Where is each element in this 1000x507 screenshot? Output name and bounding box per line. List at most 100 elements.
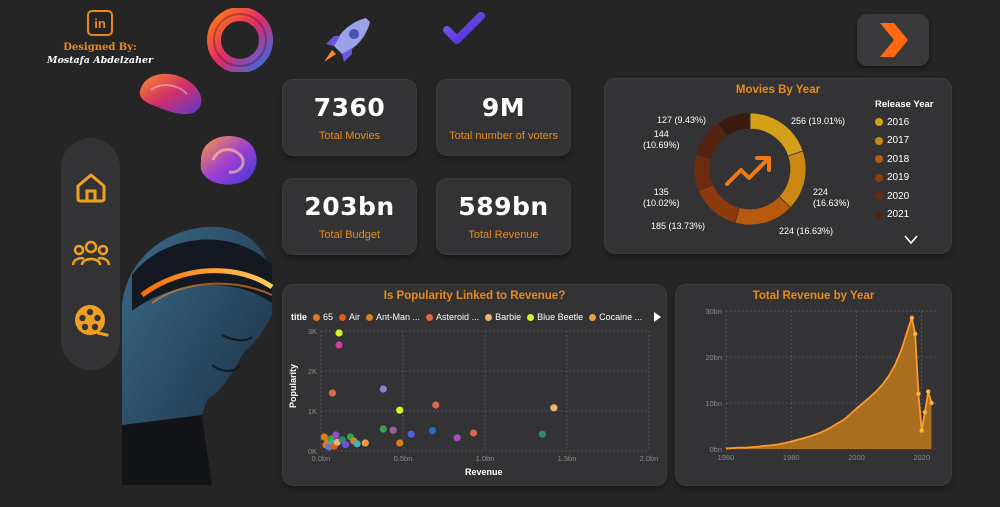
kpi-total-budget: 203bn Total Budget (283, 179, 416, 254)
donut-slice-2018[interactable] (734, 195, 792, 226)
scatter-point[interactable] (469, 429, 478, 437)
donut-slice-2019[interactable] (697, 184, 740, 224)
kpi-value: 9M (481, 93, 526, 122)
slice-label-2018: 224 (16.63%) (779, 226, 834, 236)
scatter-point[interactable] (453, 434, 461, 442)
legend-item[interactable]: Asteroid ... (426, 312, 479, 322)
x-tick-label: 2.0bn (640, 454, 659, 463)
designer-name: Mostafa Abdelzaher (46, 55, 154, 66)
scatter-point[interactable] (389, 426, 397, 434)
revenue-point[interactable] (926, 389, 931, 394)
nav-users-button[interactable] (71, 234, 111, 274)
legend-item-2020[interactable]: 2020 (875, 187, 933, 206)
nav-movies-button[interactable] (71, 301, 111, 341)
movies-by-year-card: Movies By Year 256 (19.01%) 224 (16.63%)… (605, 79, 951, 253)
vr-headset-person-image (122, 226, 274, 485)
rocket-icon (324, 18, 370, 62)
legend-item-2021[interactable]: 2021 (875, 206, 933, 225)
scatter-point[interactable] (342, 441, 350, 449)
film-reel-icon (74, 304, 108, 337)
chart-title: Is Popularity Linked to Revenue? (383, 290, 566, 302)
x-tick-label: 0.0bn (312, 454, 331, 463)
scatter-point[interactable] (428, 427, 437, 435)
revenue-point[interactable] (919, 428, 924, 433)
donut-chart (693, 112, 807, 226)
donut-slice-2017[interactable] (778, 150, 807, 209)
kpi-label: Total Revenue (468, 229, 539, 241)
popularity-revenue-card: Is Popularity Linked to Revenue? title 6… (283, 285, 666, 485)
scatter-point[interactable] (335, 341, 343, 349)
donut-slice-other[interactable] (717, 112, 751, 137)
legend-item[interactable]: Cocaine ... (589, 312, 642, 322)
revenue-point[interactable] (909, 315, 915, 321)
area-chart: 0bn 10bn 20bn 30bn 1960 1980 2000 2020 (705, 307, 938, 462)
y-tick-label: 20bn (705, 353, 722, 362)
legend-item[interactable]: Blue Beetle (527, 312, 583, 322)
revenue-point[interactable] (922, 410, 928, 415)
slice-label-2019: 185 (13.73%) (651, 221, 706, 231)
users-icon (71, 240, 110, 266)
home-icon (76, 173, 105, 203)
fluid-blob-decoration (139, 73, 202, 115)
scatter-point[interactable] (550, 404, 558, 412)
revenue-line (725, 314, 933, 450)
x-tick-label: 2000 (848, 453, 865, 462)
torus-ring-decoration (207, 8, 273, 72)
legend-item[interactable]: Air (339, 312, 360, 322)
x-tick-label: 0.5bn (394, 454, 413, 463)
kpi-value: 589bn (458, 192, 549, 221)
kpi-value: 203bn (304, 192, 395, 221)
revenue-point[interactable] (912, 331, 918, 337)
kpi-label: Total number of voters (449, 130, 558, 142)
scatter-point[interactable] (396, 439, 404, 447)
nav-home-button[interactable] (71, 167, 111, 207)
legend-item-2019[interactable]: 2019 (875, 169, 933, 188)
y-axis-title: Popularity (288, 363, 299, 409)
scatter-point[interactable] (328, 389, 337, 397)
designed-by-label: Designed By: (63, 42, 137, 53)
slice-label-other: 127 (9.43%) (657, 115, 707, 125)
slice-label-2021: 144 (10.69%) (643, 129, 680, 150)
legend-header: title (291, 312, 308, 322)
scatter-point[interactable] (379, 385, 387, 393)
scatter-point[interactable] (361, 439, 369, 447)
release-year-legend: Release Year 2016 2017 2018 2019 2020 20… (875, 99, 933, 224)
revenue-point[interactable] (929, 400, 934, 406)
legend-item[interactable]: Barbie (485, 312, 521, 322)
legend-next-arrow-icon[interactable] (654, 312, 662, 322)
kpi-total-revenue: 589bn Total Revenue (437, 179, 570, 254)
kpi-total-movies: 7360 Total Movies (283, 80, 416, 155)
legend-item[interactable]: Ant-Man ... (366, 312, 420, 322)
x-tick-label: 1960 (718, 453, 735, 462)
scatter-point[interactable] (353, 440, 361, 448)
legend-title: Release Year (875, 99, 934, 110)
legend-scroll-down-icon[interactable] (904, 235, 918, 245)
y-tick-label: 0bn (709, 445, 722, 454)
chart-title: Movies By Year (735, 84, 821, 96)
scatter-point[interactable] (379, 425, 387, 433)
revenue-by-year-card: Total Revenue by Year 0bn 10bn 20bn 30bn 196… (676, 285, 951, 485)
revenue-point[interactable] (916, 391, 921, 396)
legend-item[interactable]: 65 (313, 312, 333, 322)
chevron-right-icon (880, 23, 908, 57)
scatter-point[interactable] (332, 431, 340, 439)
kpi-total-voters: 9M Total number of voters (437, 80, 570, 155)
trending-up-icon (725, 156, 771, 186)
scatter-point[interactable] (407, 430, 415, 438)
x-tick-label: 1.5bn (558, 454, 577, 463)
revenue-area (726, 317, 932, 449)
kpi-label: Total Budget (318, 229, 381, 241)
legend-item-2018[interactable]: 2018 (875, 150, 933, 169)
scatter-point[interactable] (432, 401, 440, 409)
legend-item-2017[interactable]: 2017 (875, 132, 933, 151)
y-tick-label: 10bn (705, 399, 722, 408)
scatter-legend: title 65 Air Ant-Man ... Asteroid ... Ba… (291, 312, 662, 322)
next-page-button[interactable] (857, 14, 929, 66)
linkedin-icon[interactable]: in (87, 10, 113, 36)
legend-item-2016[interactable]: 2016 (875, 113, 933, 132)
donut-slice-2020[interactable] (693, 154, 714, 192)
scatter-plot: 0.0bn 0.5bn 1.0bn 1.5bn 2.0bn 0K 1K 2K 3K (308, 327, 659, 463)
scatter-point[interactable] (538, 430, 546, 438)
scatter-point[interactable] (335, 329, 343, 337)
scatter-point[interactable] (396, 406, 404, 414)
